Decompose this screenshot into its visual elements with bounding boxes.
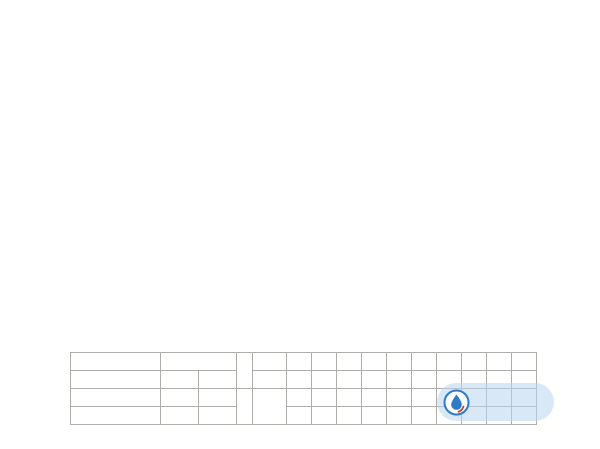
q-unit-m3h	[252, 352, 287, 371]
col-type-header	[70, 352, 161, 371]
table-cell	[286, 406, 312, 425]
h-label	[236, 388, 253, 425]
q-unit-lmin	[252, 370, 287, 389]
table-cell	[160, 388, 199, 407]
table-cell	[336, 352, 362, 371]
table-cell	[361, 388, 387, 407]
table-cell	[198, 388, 237, 407]
table-cell	[286, 388, 312, 407]
pump-model-top3	[70, 406, 161, 425]
table-cell	[411, 406, 437, 425]
table-cell	[311, 406, 337, 425]
table-cell	[336, 406, 362, 425]
table-cell	[461, 352, 487, 371]
pd-shop-logo-icon	[443, 389, 470, 415]
table-cell	[486, 352, 512, 371]
table-cell	[311, 370, 337, 389]
pump-performance-chart	[0, 0, 600, 345]
table-cell	[336, 388, 362, 407]
table-cell	[386, 352, 412, 371]
table-cell	[386, 388, 412, 407]
table-row-q-m3h	[70, 352, 537, 389]
table-cell	[361, 352, 387, 371]
table-cell	[386, 406, 412, 425]
phase-label	[70, 370, 161, 389]
table-cell	[411, 370, 437, 389]
table-cell	[160, 406, 199, 425]
table-cell	[361, 406, 387, 425]
table-cell	[336, 370, 362, 389]
table-cell	[436, 352, 462, 371]
table-cell	[311, 352, 337, 371]
power-unit-hp	[198, 370, 237, 389]
power-unit-kw	[160, 370, 199, 389]
table-cell	[361, 370, 387, 389]
q-label	[236, 352, 253, 389]
pd-shop-watermark	[437, 383, 554, 421]
table-cell	[411, 352, 437, 371]
table-cell	[511, 352, 537, 371]
h-unit	[252, 388, 287, 425]
table-cell	[411, 388, 437, 407]
col-power-header	[160, 352, 237, 371]
table-cell	[198, 406, 237, 425]
table-cell	[286, 370, 312, 389]
table-cell	[286, 352, 312, 371]
pump-model-top2	[70, 388, 161, 407]
table-cell	[311, 388, 337, 407]
table-cell	[386, 370, 412, 389]
